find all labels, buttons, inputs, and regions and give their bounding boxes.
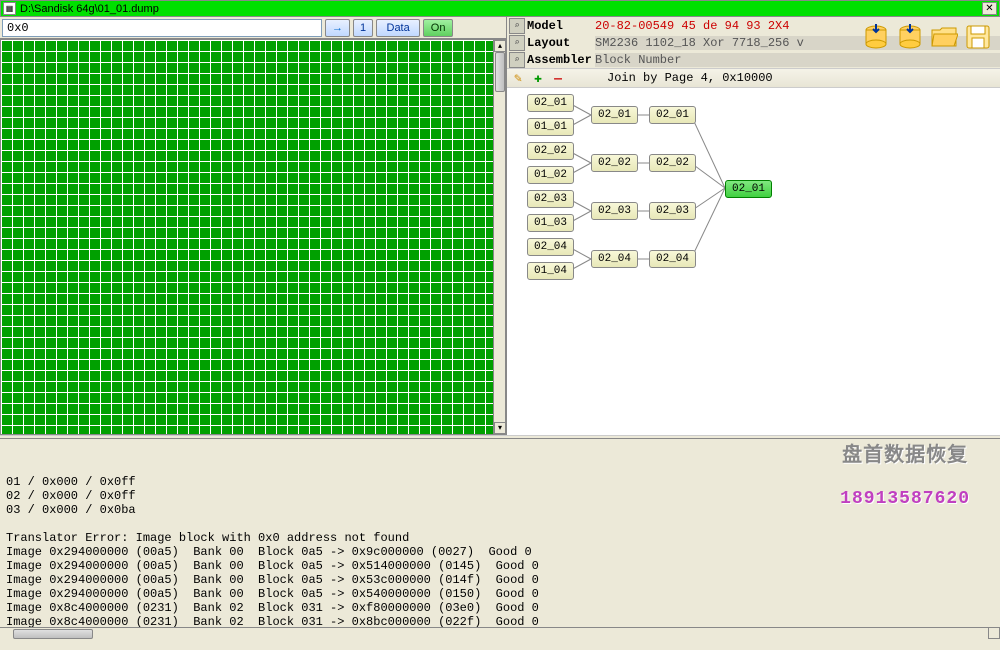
tree-node[interactable]: 02_03 (591, 202, 638, 220)
block-grid[interactable]: ▴ ▾ (0, 39, 506, 435)
minus-icon[interactable]: — (551, 71, 565, 85)
model-label: Model (527, 19, 595, 33)
resize-grip[interactable] (988, 627, 1000, 639)
tree-node[interactable]: 02_02 (527, 142, 574, 160)
titlebar: ▦ D:\Sandisk 64g\01_01.dump ✕ (0, 0, 1000, 17)
close-icon[interactable]: ✕ (982, 2, 997, 15)
tree-node[interactable]: 02_01 (591, 106, 638, 124)
file-toolbar (862, 20, 992, 54)
wand-icon[interactable]: ✎ (511, 71, 525, 85)
console: 01 / 0x000 / 0x0ff 02 / 0x000 / 0x0ff 03… (0, 439, 1000, 639)
folder-open-icon[interactable] (930, 20, 958, 54)
tree-toolbar: ✎ ✚ — Join by Page 4, 0x10000 (507, 68, 1000, 88)
search-icon[interactable]: ⌕ (509, 52, 525, 68)
search-icon[interactable]: ⌕ (509, 35, 525, 51)
watermark-text: 盘首数据恢复 (840, 450, 970, 464)
grid-scrollbar[interactable]: ▴ ▾ (493, 40, 505, 434)
tree-node[interactable]: 01_02 (527, 166, 574, 184)
plus-icon[interactable]: ✚ (531, 71, 545, 85)
scroll-up-icon[interactable]: ▴ (494, 40, 506, 52)
tree-node[interactable]: 02_01 (649, 106, 696, 124)
tree-node[interactable]: 02_02 (649, 154, 696, 172)
layout-label: Layout (527, 36, 595, 50)
tree-connections (507, 88, 1000, 435)
assembler-value: Block Number (595, 53, 1000, 67)
scroll-thumb[interactable] (495, 52, 505, 92)
join-text: Join by Page 4, 0x10000 (607, 71, 773, 85)
scroll-thumb-h[interactable] (13, 629, 93, 639)
tree-node[interactable]: 02_04 (649, 250, 696, 268)
tree-node[interactable]: 02_04 (527, 238, 574, 256)
scroll-down-icon[interactable]: ▾ (494, 422, 506, 434)
console-scrollbar[interactable]: ◂ ▸ (0, 627, 988, 639)
tree-node[interactable]: 01_03 (527, 214, 574, 232)
tree-area[interactable]: 02_01 01_01 02_01 02_01 02_02 01_02 02_02 02_02… (507, 88, 1000, 435)
tree-node[interactable]: 02_01 (527, 94, 574, 112)
on-button[interactable]: On (423, 19, 453, 37)
address-input[interactable] (2, 19, 322, 37)
main-area: → 1 Data On ▴ ▾ ⌕ Model 20-82-00549 45 d… (0, 17, 1000, 435)
address-toolbar: → 1 Data On (0, 17, 506, 39)
window-title: D:\Sandisk 64g\01_01.dump (20, 3, 982, 15)
watermark-phone: 18913587620 (840, 492, 970, 506)
tree-node[interactable]: 01_04 (527, 262, 574, 280)
assembler-label: Assembler (527, 53, 595, 67)
grid-canvas (1, 40, 496, 434)
tree-node[interactable]: 02_03 (527, 190, 574, 208)
watermark: 盘首数据恢复 18913587620 (840, 439, 970, 534)
tree-node-final[interactable]: 02_01 (725, 180, 772, 198)
tree-node[interactable]: 02_02 (591, 154, 638, 172)
save-icon[interactable] (964, 20, 992, 54)
page-number-button[interactable]: 1 (353, 19, 373, 37)
database-down-icon[interactable] (862, 20, 890, 54)
tree-node[interactable]: 02_03 (649, 202, 696, 220)
database-down-icon-2[interactable] (896, 20, 924, 54)
search-icon[interactable]: ⌕ (509, 18, 525, 34)
data-button[interactable]: Data (376, 19, 420, 37)
right-panel: ⌕ Model 20-82-00549 45 de 94 93 2X4 ⌕ La… (507, 17, 1000, 435)
left-panel: → 1 Data On ▴ ▾ (0, 17, 507, 435)
app-icon: ▦ (3, 2, 16, 15)
tree-node[interactable]: 01_01 (527, 118, 574, 136)
go-button[interactable]: → (325, 19, 350, 37)
tree-node[interactable]: 02_04 (591, 250, 638, 268)
